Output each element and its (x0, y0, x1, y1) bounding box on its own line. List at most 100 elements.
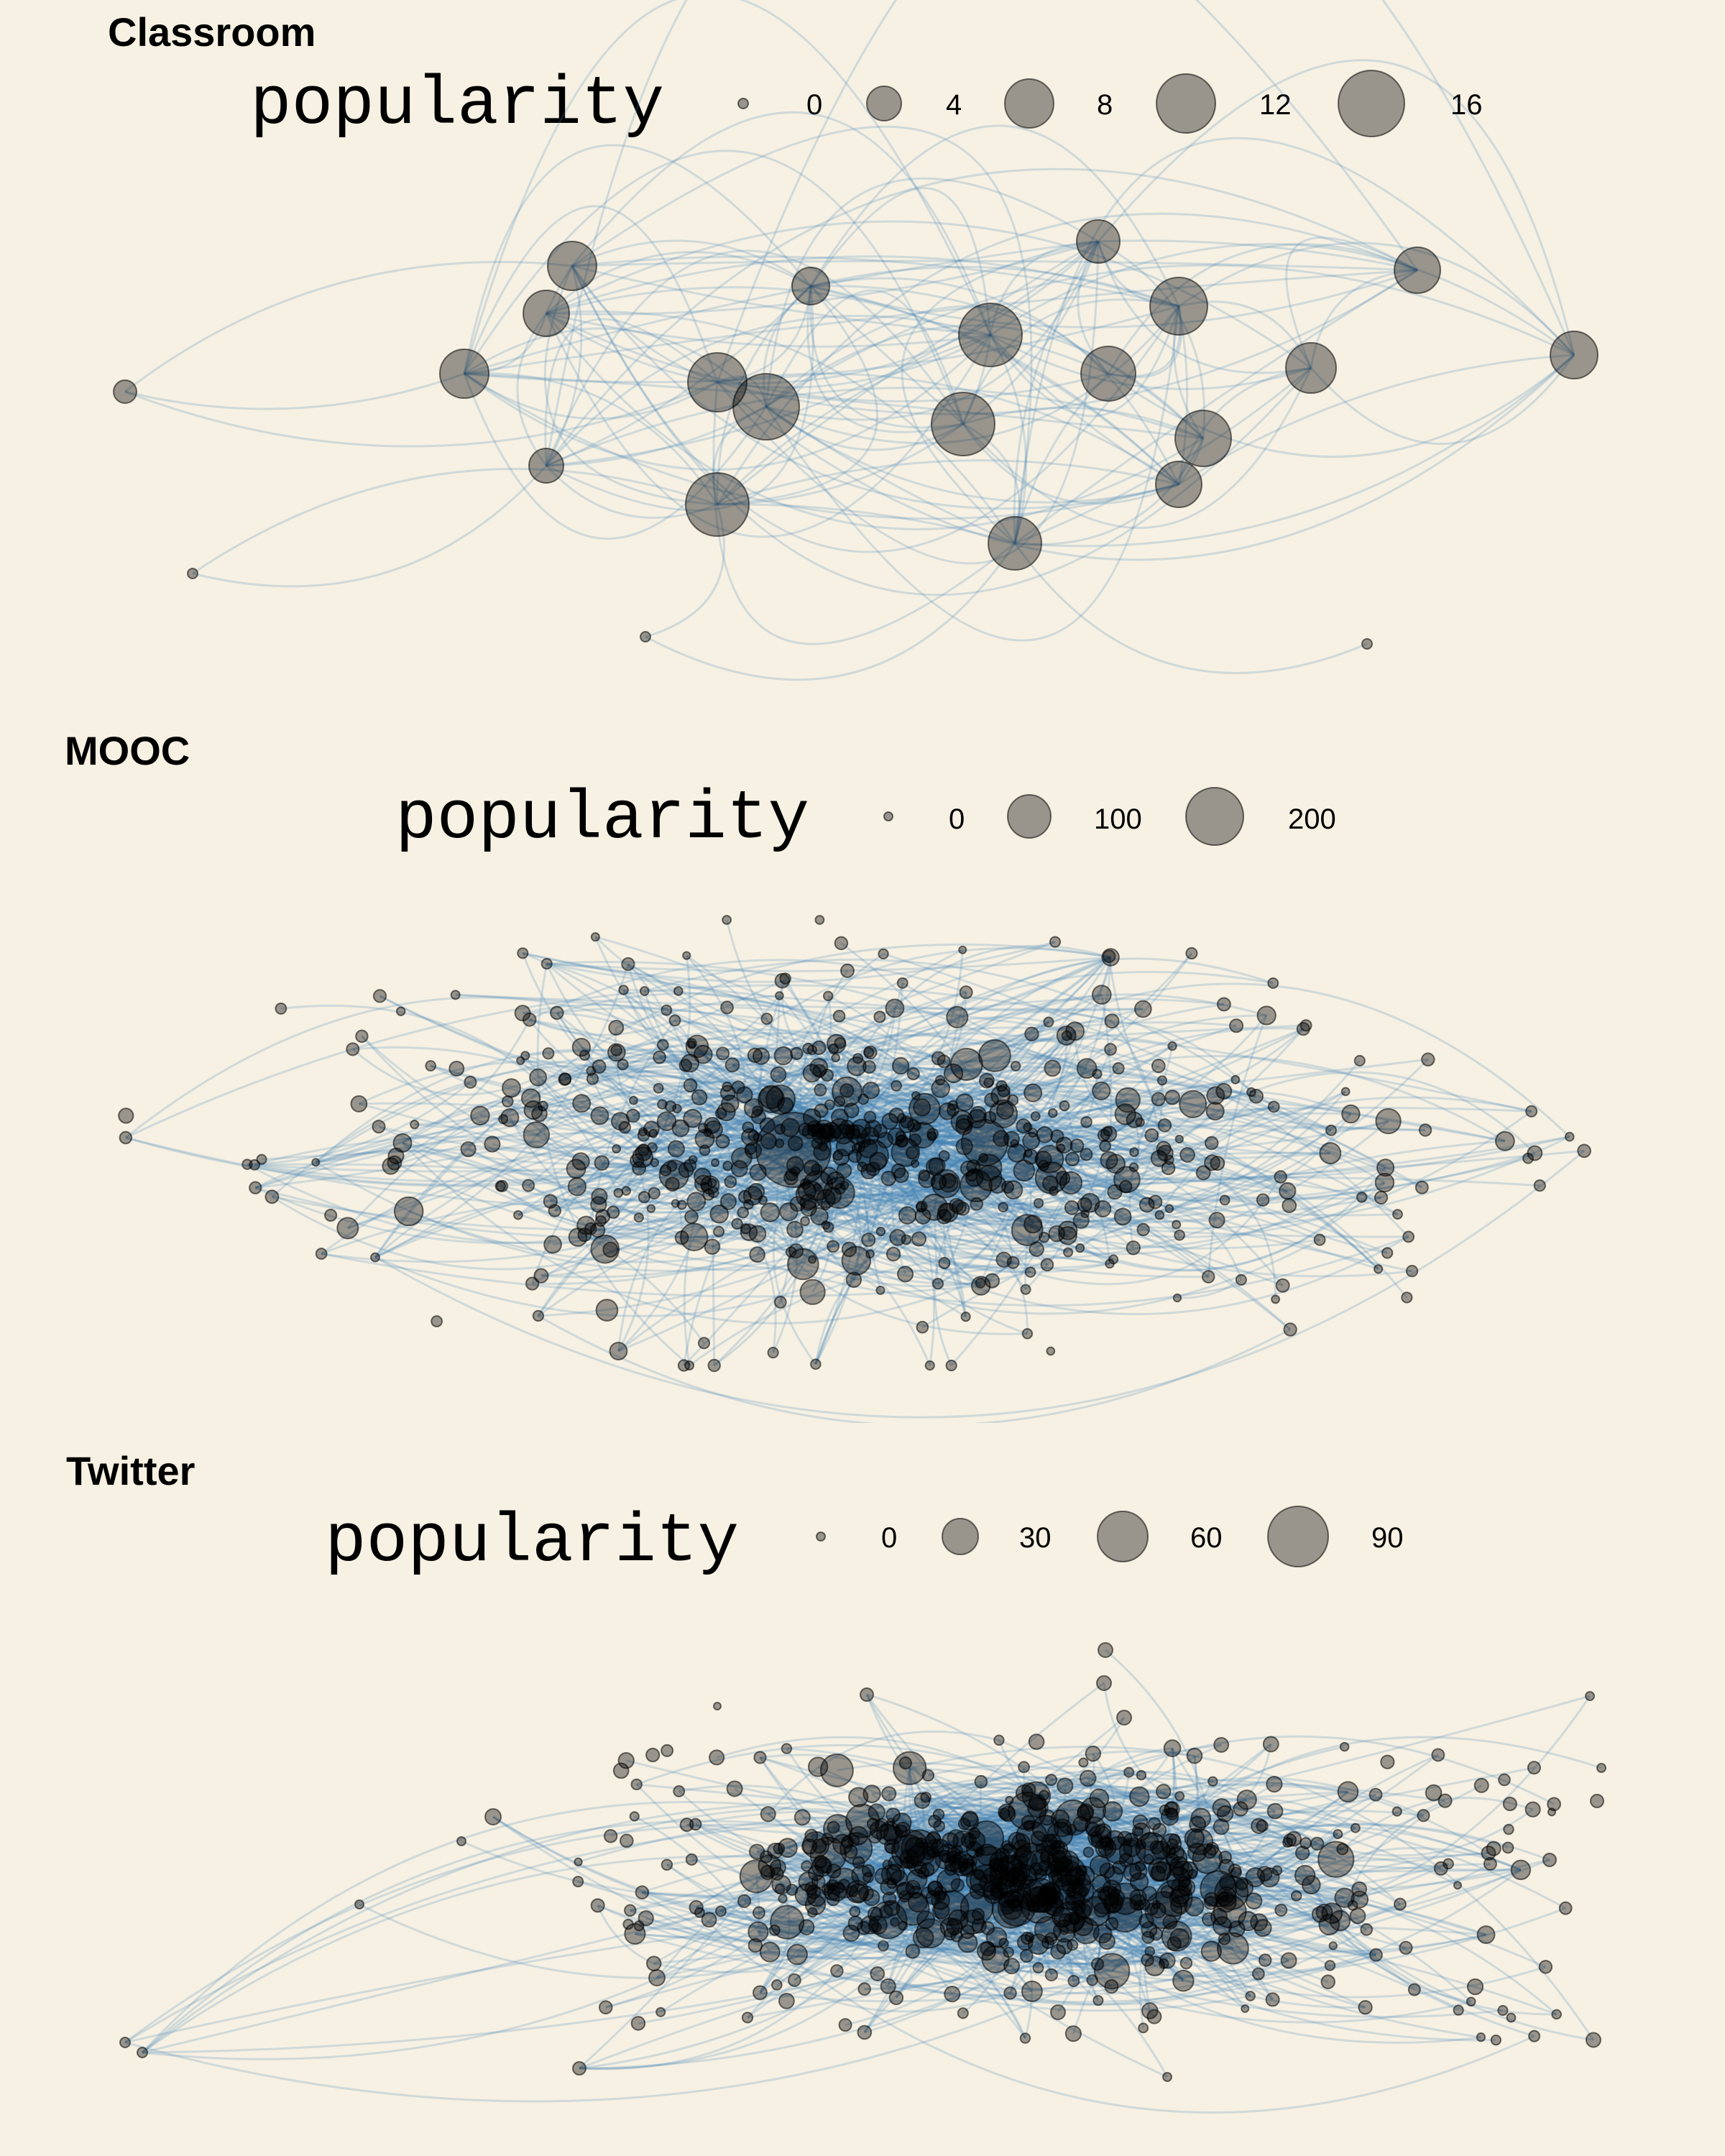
graph-node (732, 373, 800, 441)
graph-node (1294, 1846, 1310, 1861)
graph-node (880, 1878, 898, 1896)
edge (272, 1153, 1087, 1231)
edge (711, 1182, 716, 1366)
edge (580, 1124, 754, 1163)
graph-node (392, 1133, 413, 1153)
legend-size-dot-4 (866, 86, 902, 121)
edge (540, 1030, 1076, 1279)
graph-node (1184, 1896, 1205, 1917)
graph-node (704, 1238, 721, 1256)
graph-node (1113, 1207, 1132, 1226)
graph-node (1086, 1974, 1098, 1986)
edge (1236, 1847, 1522, 1930)
edge (455, 993, 768, 1021)
graph-node (1286, 1830, 1302, 1847)
edge (844, 1156, 1054, 1192)
edge (1139, 1798, 1247, 1823)
edge (758, 1833, 1061, 1944)
edge (765, 405, 1016, 545)
edge (967, 1941, 1151, 1966)
graph-node (741, 2012, 754, 2024)
edge (500, 1185, 586, 1227)
graph-node (1275, 1278, 1290, 1293)
graph-node (586, 1072, 599, 1085)
graph-node (785, 1168, 799, 1181)
graph-node (1157, 1118, 1172, 1133)
legend-label-classroom-16: 16 (1450, 89, 1483, 121)
graph-node (324, 1208, 338, 1222)
edge (794, 1201, 809, 1230)
mooc-panel: MOOC popularity 0 100 200 (0, 719, 1725, 1423)
graph-node (916, 1320, 929, 1334)
graph-node (807, 1907, 818, 1918)
graph-node (799, 1178, 811, 1190)
graph-node (1167, 1936, 1182, 1951)
edge (806, 285, 964, 433)
graph-node (572, 1094, 592, 1113)
edge (805, 1894, 1367, 2006)
graph-node (523, 1121, 551, 1148)
graph-node (1169, 1888, 1190, 1908)
graph-node (931, 1169, 961, 1199)
graph-node (687, 352, 748, 413)
edge (1009, 1897, 1138, 1994)
edge (875, 1811, 978, 1909)
graph-node (832, 1076, 862, 1107)
edge (793, 1079, 1256, 1151)
edge (1102, 1876, 1271, 1935)
graph-node (1174, 1134, 1184, 1144)
graph-node (548, 1204, 562, 1217)
graph-node (1000, 1180, 1015, 1194)
edge (952, 982, 1570, 1138)
edge (1148, 1888, 1220, 1939)
graph-node (494, 1180, 506, 1192)
edge (597, 1148, 839, 1231)
edge (591, 1056, 1165, 1127)
edge (890, 1821, 1168, 1963)
graph-node (724, 1175, 737, 1189)
edge (522, 952, 743, 1158)
edge (1178, 241, 1576, 356)
graph-node (1473, 1777, 1489, 1793)
edge (545, 313, 1204, 530)
graph-node (625, 1108, 640, 1123)
edge (712, 405, 767, 505)
edge (749, 956, 1111, 1151)
graph-node (862, 1082, 880, 1100)
edge (464, 313, 548, 375)
graph-node (1498, 1773, 1511, 1787)
graph-node (673, 1784, 686, 1797)
edge (546, 312, 718, 384)
edge (844, 1169, 1284, 1287)
edge (839, 1124, 902, 1138)
edge (571, 125, 1033, 544)
edge (524, 1055, 706, 1188)
edge (1014, 367, 1312, 545)
graph-node (702, 1188, 715, 1201)
graph-node (774, 1883, 786, 1894)
graph-node (1282, 1198, 1297, 1214)
graph-node (1064, 2025, 1082, 2042)
graph-node (1218, 1874, 1236, 1892)
graph-node (1179, 1089, 1208, 1118)
edge (315, 1056, 949, 1184)
edge (941, 1839, 1116, 1912)
edge (1046, 1817, 1099, 1965)
edge (1011, 1965, 1034, 1992)
graph-node (1098, 1642, 1113, 1658)
graph-node (1163, 1801, 1180, 1818)
edge (271, 1171, 759, 1271)
edge (753, 1081, 989, 1137)
graph-node (1003, 1946, 1015, 1958)
graph-node (850, 1128, 861, 1140)
edge (865, 1694, 998, 1866)
edge (979, 1031, 1077, 1284)
graph-node (933, 1890, 970, 1926)
edge (599, 1114, 873, 1157)
edge (946, 1743, 1222, 1855)
edge (321, 1198, 939, 1285)
graph-node (1319, 1142, 1342, 1165)
graph-node (532, 1309, 545, 1322)
edge (546, 285, 812, 467)
graph-node (1528, 2030, 1541, 2042)
